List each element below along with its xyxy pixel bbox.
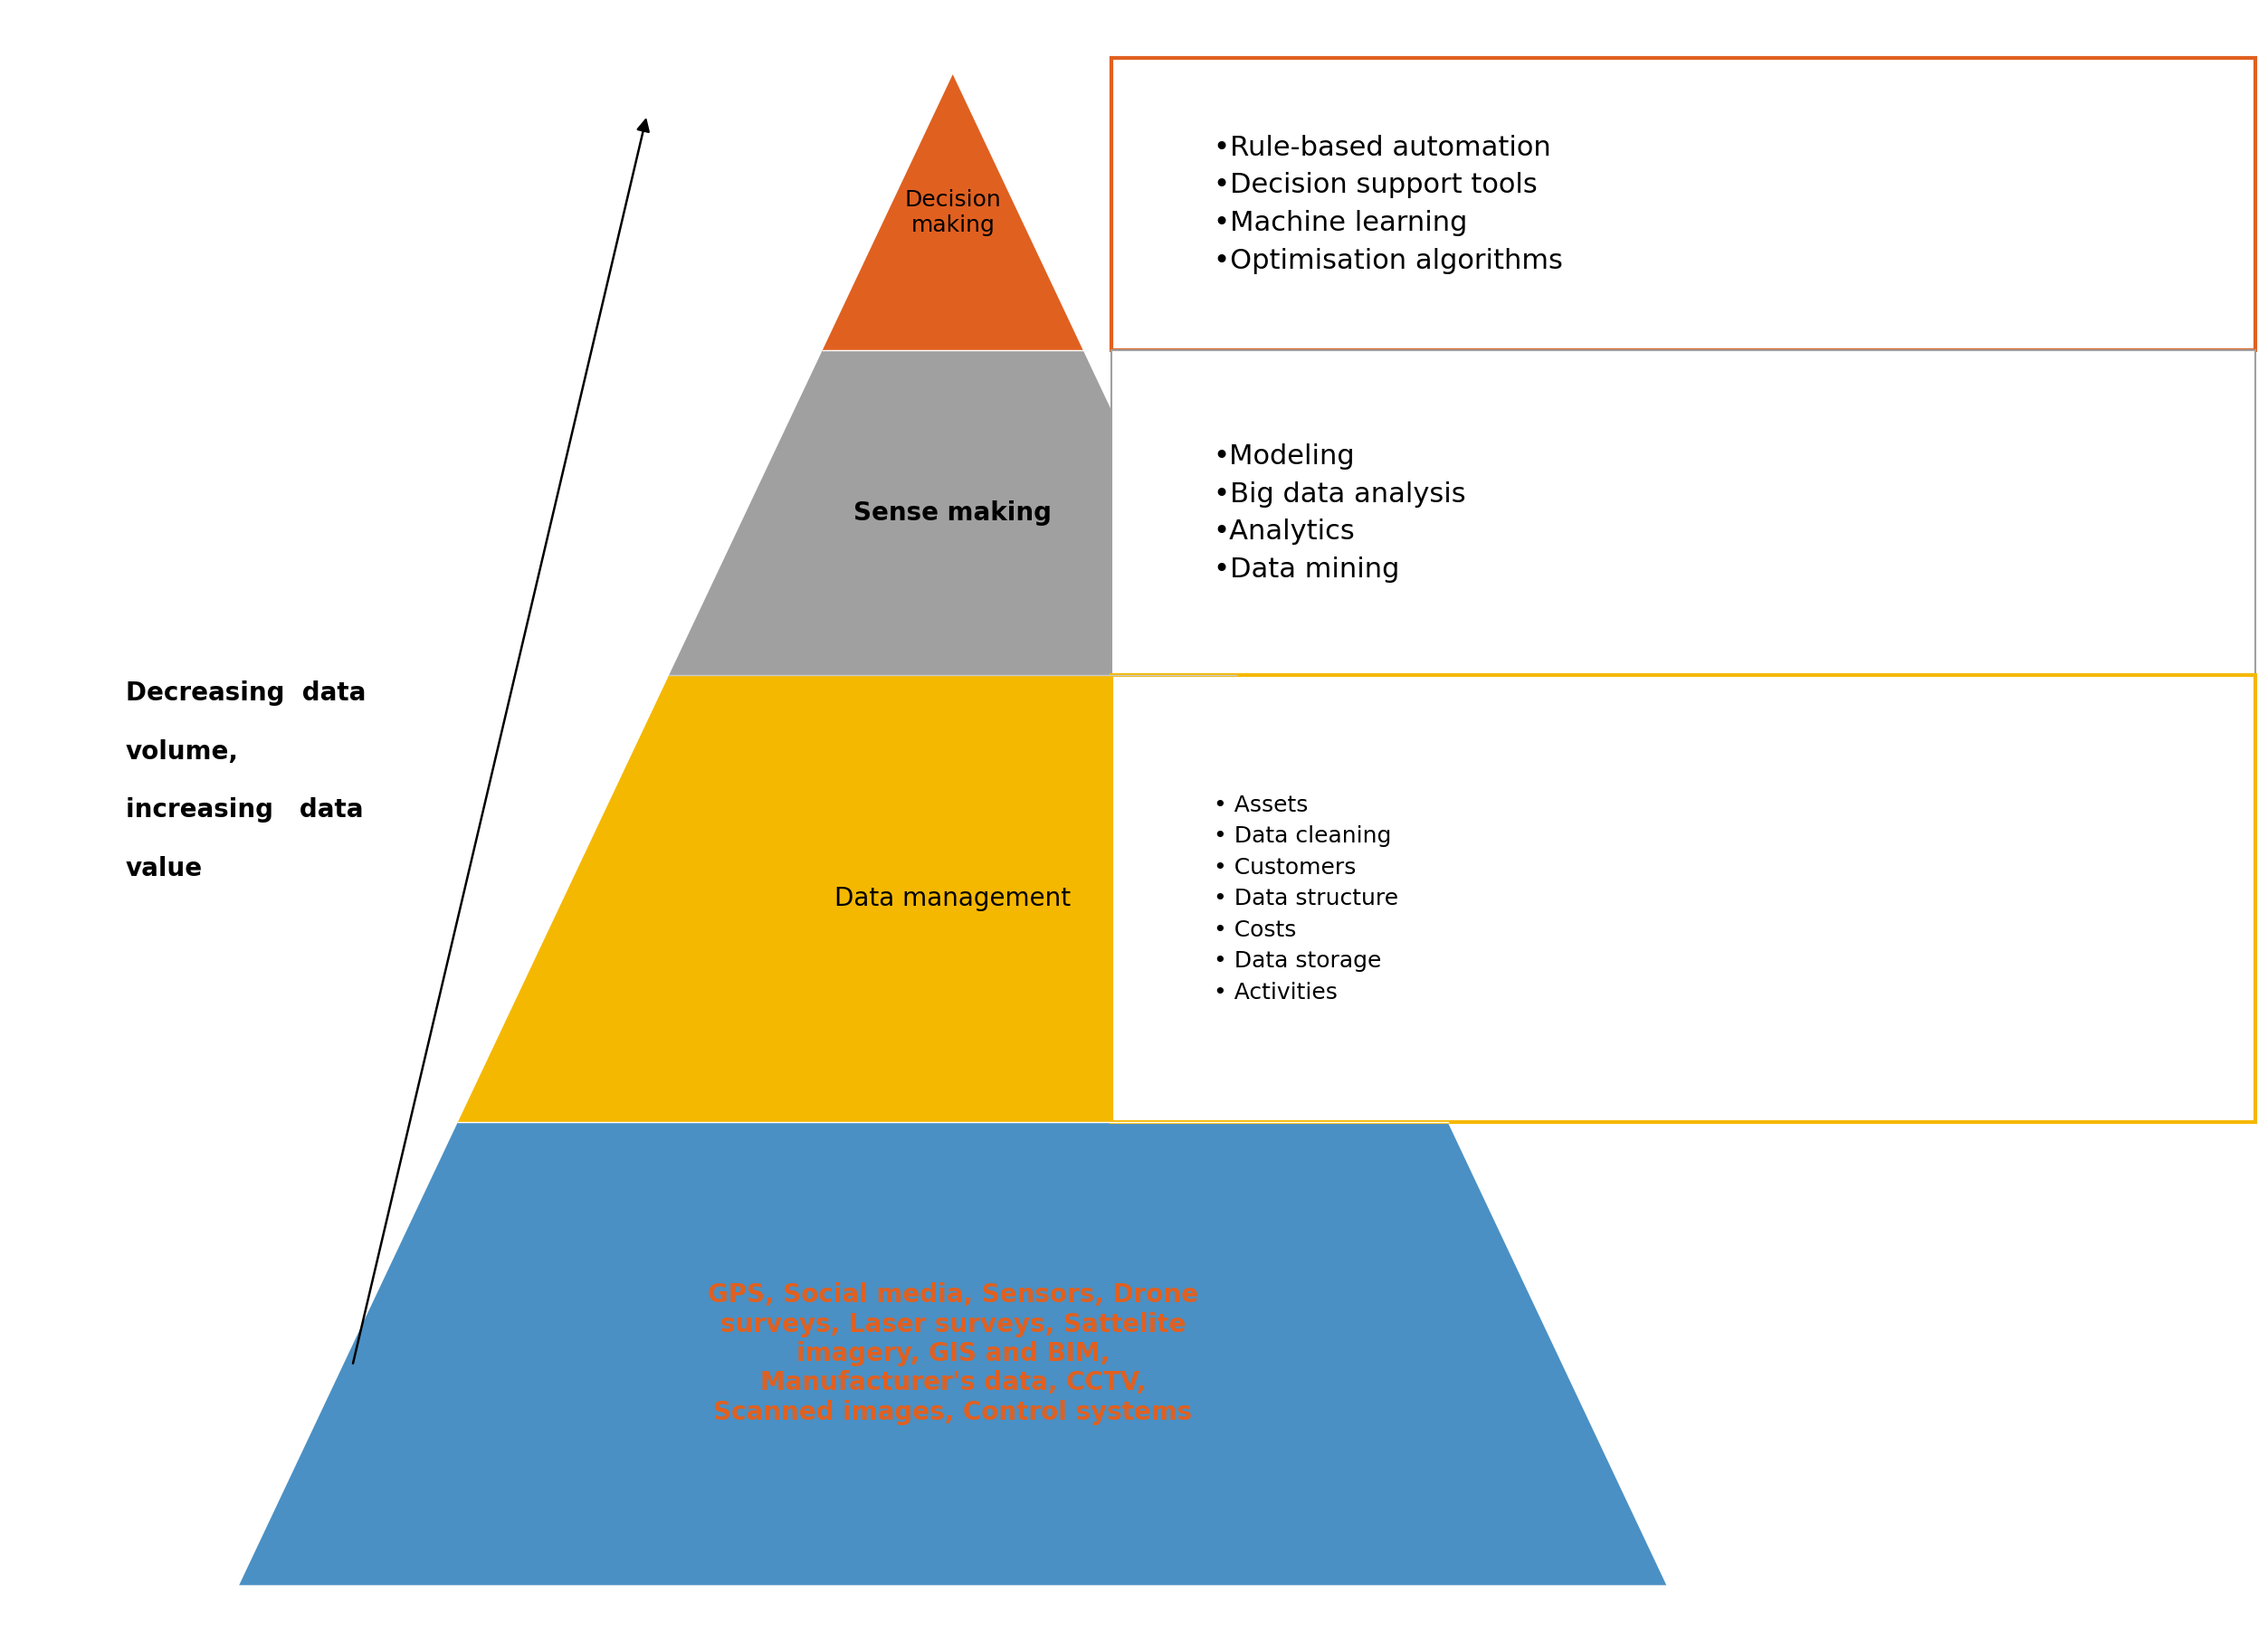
Bar bbox=[1111, 59, 2254, 350]
Polygon shape bbox=[458, 675, 1447, 1123]
Bar bbox=[1111, 350, 2254, 675]
Bar bbox=[1111, 675, 2254, 1123]
Text: GPS, Social media, Sensors, Drone
surveys, Laser surveys, Sattelite
imagery, GIS: GPS, Social media, Sensors, Drone survey… bbox=[708, 1282, 1198, 1425]
Polygon shape bbox=[669, 350, 1236, 675]
Text: Decreasing  data

volume,

increasing   data

value: Decreasing data volume, increasing data … bbox=[125, 680, 365, 882]
Polygon shape bbox=[823, 75, 1084, 350]
Text: •Rule-based automation
•Decision support tools
•Machine learning
•Optimisation a: •Rule-based automation •Decision support… bbox=[1213, 135, 1563, 273]
Text: • Assets
• Data cleaning
• Customers
• Data structure
• Costs
• Data storage
• A: • Assets • Data cleaning • Customers • D… bbox=[1213, 794, 1397, 1004]
Polygon shape bbox=[238, 1123, 1667, 1585]
Text: Decision
making: Decision making bbox=[905, 189, 1000, 236]
Text: Sense making: Sense making bbox=[853, 499, 1052, 526]
Text: •Modeling
•Big data analysis
•Analytics
•Data mining: •Modeling •Big data analysis •Analytics … bbox=[1213, 443, 1465, 582]
Text: Data management: Data management bbox=[835, 887, 1070, 911]
